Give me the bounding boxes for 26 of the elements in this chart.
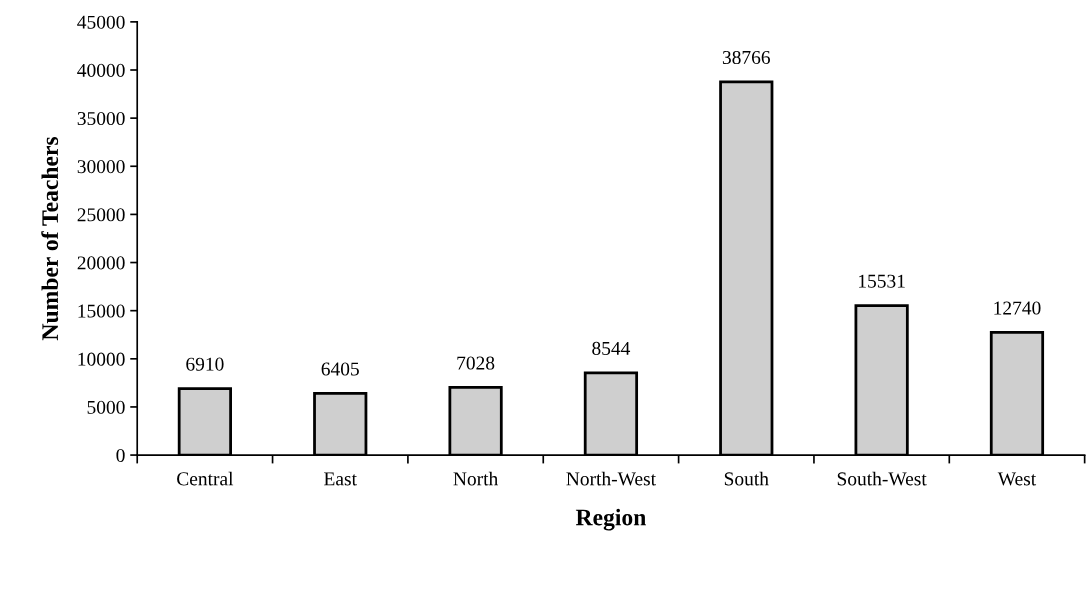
data-label: 12740 bbox=[994, 301, 1041, 315]
data-label: 15531 bbox=[859, 274, 905, 288]
y-tick-label: 30000 bbox=[77, 160, 125, 174]
x-tick-label: West bbox=[997, 472, 1037, 486]
data-label: 6405 bbox=[321, 362, 359, 376]
x-tick-label: North bbox=[453, 471, 499, 486]
data-label: 38766 bbox=[722, 50, 770, 65]
y-tick-label: 15000 bbox=[78, 304, 125, 318]
x-tick-label: North-West bbox=[566, 471, 656, 486]
data-label: 7028 bbox=[457, 356, 495, 370]
y-axis-title: Number of Teachers bbox=[41, 136, 59, 341]
data-label: 8544 bbox=[592, 341, 631, 355]
x-tick-label: South bbox=[724, 471, 769, 486]
x-axis-title: Region bbox=[575, 508, 646, 531]
y-tick-label: 5000 bbox=[87, 400, 125, 414]
y-tick-label: 10000 bbox=[78, 352, 125, 366]
x-tick-label: South-West bbox=[837, 471, 927, 486]
x-tick-label: East bbox=[324, 472, 357, 486]
y-tick-label: 25000 bbox=[77, 208, 125, 222]
y-tick-label: 0 bbox=[116, 448, 125, 463]
data-label: 6910 bbox=[186, 357, 224, 371]
x-tick-label: Central bbox=[177, 471, 234, 486]
y-tick-label: 20000 bbox=[77, 256, 125, 270]
y-tick-label: 35000 bbox=[77, 111, 125, 126]
y-tick-label: 45000 bbox=[77, 15, 125, 29]
y-tick-label: 40000 bbox=[77, 63, 125, 77]
